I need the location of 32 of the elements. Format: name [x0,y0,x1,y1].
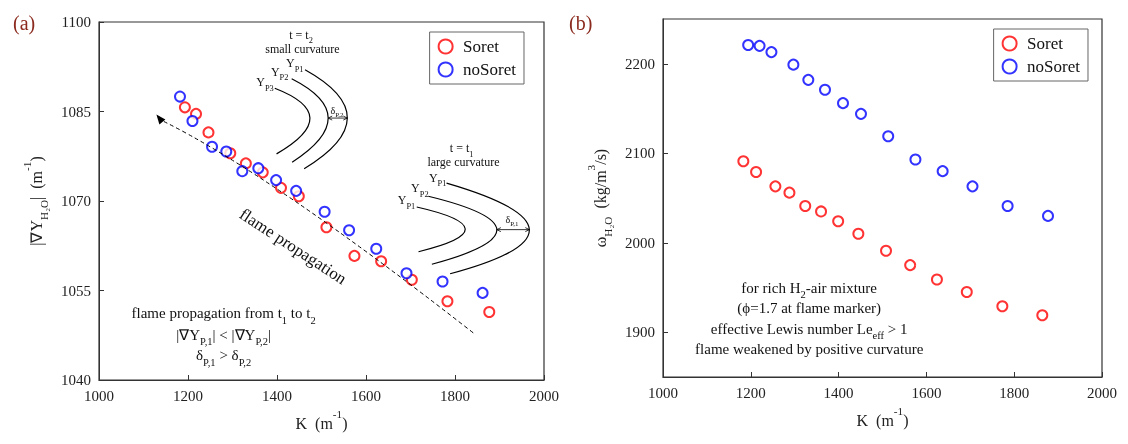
legend-label: noSoret [463,60,517,79]
y-axis-title: ωH₂O (kg/m3/s) [585,148,615,248]
chart-title: (a) [13,12,36,35]
y-tick-label: 1900 [625,324,655,341]
x-tick-label: 1200 [173,387,203,404]
legend-label: Soret [1027,34,1064,53]
x-tick-label: 1000 [648,384,678,401]
y-tick-label: 1085 [61,103,91,120]
x-tick-label: 1800 [999,384,1030,401]
x-tick-label: 1800 [440,387,470,404]
y-tick-label: 2100 [625,145,655,162]
x-tick-label: 1600 [351,387,381,404]
y-tick-label: 1040 [61,372,91,388]
y-tick-label: 1070 [61,193,91,209]
annotation: (ϕ=1.7 at flame marker) [737,300,882,318]
y-tick-label: 1055 [61,282,91,299]
y-tick-label: 2200 [625,55,655,72]
x-tick-label: 1400 [823,384,854,401]
x-tick-label: 1600 [911,384,942,401]
legend-label: Soret [463,37,500,56]
y-tick-label: 2000 [625,234,655,251]
x-tick-label: 1200 [735,384,766,401]
x-tick-label: 1400 [262,387,292,404]
x-tick-label: 1000 [84,387,114,404]
legend-label: noSoret [1027,57,1081,76]
annotation: small curvature [265,42,340,57]
chart-title: (b) [569,12,593,35]
annotation: flame weakened by positive curvature [695,340,924,357]
x-tick-label: 2000 [1087,384,1117,401]
y-tick-label: 1100 [61,14,91,30]
y-axis-title: |∇YH₂O| (m-1) [21,156,51,246]
x-tick-label: 2000 [529,387,559,404]
